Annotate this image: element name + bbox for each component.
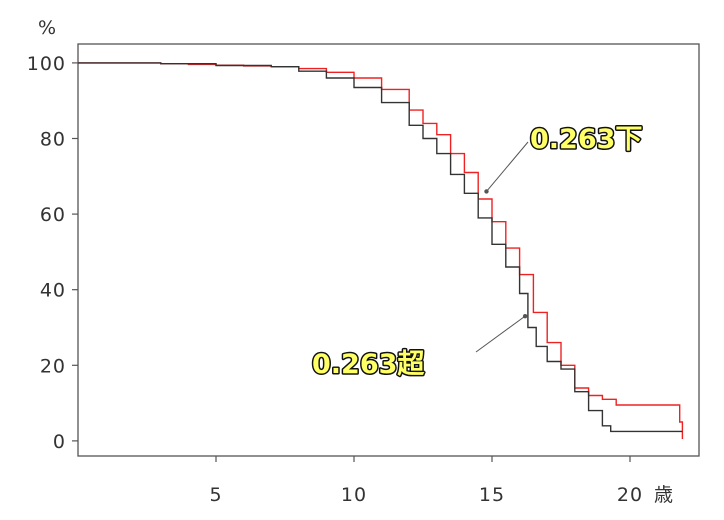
annotation-label: 0.263下 (530, 124, 642, 155)
series-line-2 (78, 62, 683, 433)
series-layer (78, 62, 684, 439)
y-tick-label: 60 (40, 204, 66, 226)
y-unit-label: % (38, 17, 56, 39)
series-line-1 (78, 62, 684, 439)
y-tick-label: 100 (27, 53, 66, 75)
plot-frame (77, 43, 700, 457)
x-tick-label: 10 (341, 484, 367, 506)
x-tick-label: 5 (209, 484, 222, 506)
x-tick-label: 20 (617, 484, 643, 506)
annotation-point (522, 313, 528, 319)
annotation-leader-line (486, 141, 529, 192)
y-tick-label: 80 (40, 128, 66, 150)
y-tick-label: 20 (40, 355, 66, 377)
y-tick-label: 40 (40, 280, 66, 302)
annotation-layer: 0.263下 0.263超 (311, 123, 644, 382)
x-axis: 5 10 15 20 歳 (209, 456, 673, 506)
annotation-leader-line (475, 315, 526, 353)
x-unit-label: 歳 (654, 484, 673, 506)
annotation-label: 0.263超 (312, 349, 425, 380)
y-tick-label: 0 (53, 431, 66, 453)
y-axis: 0 20 40 60 80 100 (27, 53, 78, 453)
x-tick-label: 15 (479, 484, 505, 506)
annotation-point (484, 189, 489, 194)
